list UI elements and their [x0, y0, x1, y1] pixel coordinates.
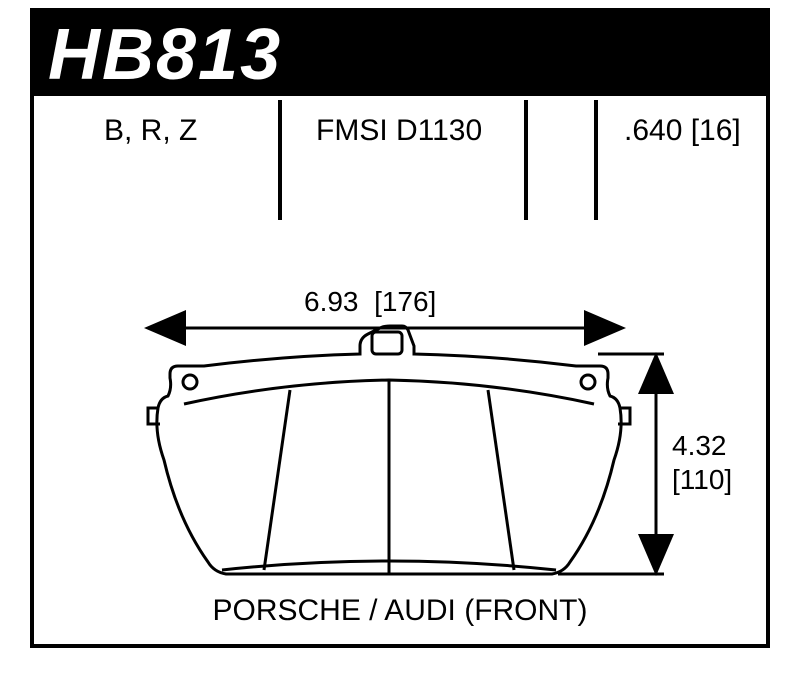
- body-frame: B, R, Z FMSI D1130 .640 [16] 6.93 [176] …: [30, 96, 770, 648]
- brake-pad-outline: [148, 326, 630, 574]
- spec-sheet-frame: HB813 B, R, Z FMSI D1130 .640 [16] 6.93 …: [30, 8, 770, 648]
- application-label: PORSCHE / AUDI (FRONT): [34, 594, 766, 628]
- width-arrow: [34, 96, 774, 648]
- part-number: HB813: [48, 14, 282, 96]
- title-bar: HB813: [30, 8, 770, 96]
